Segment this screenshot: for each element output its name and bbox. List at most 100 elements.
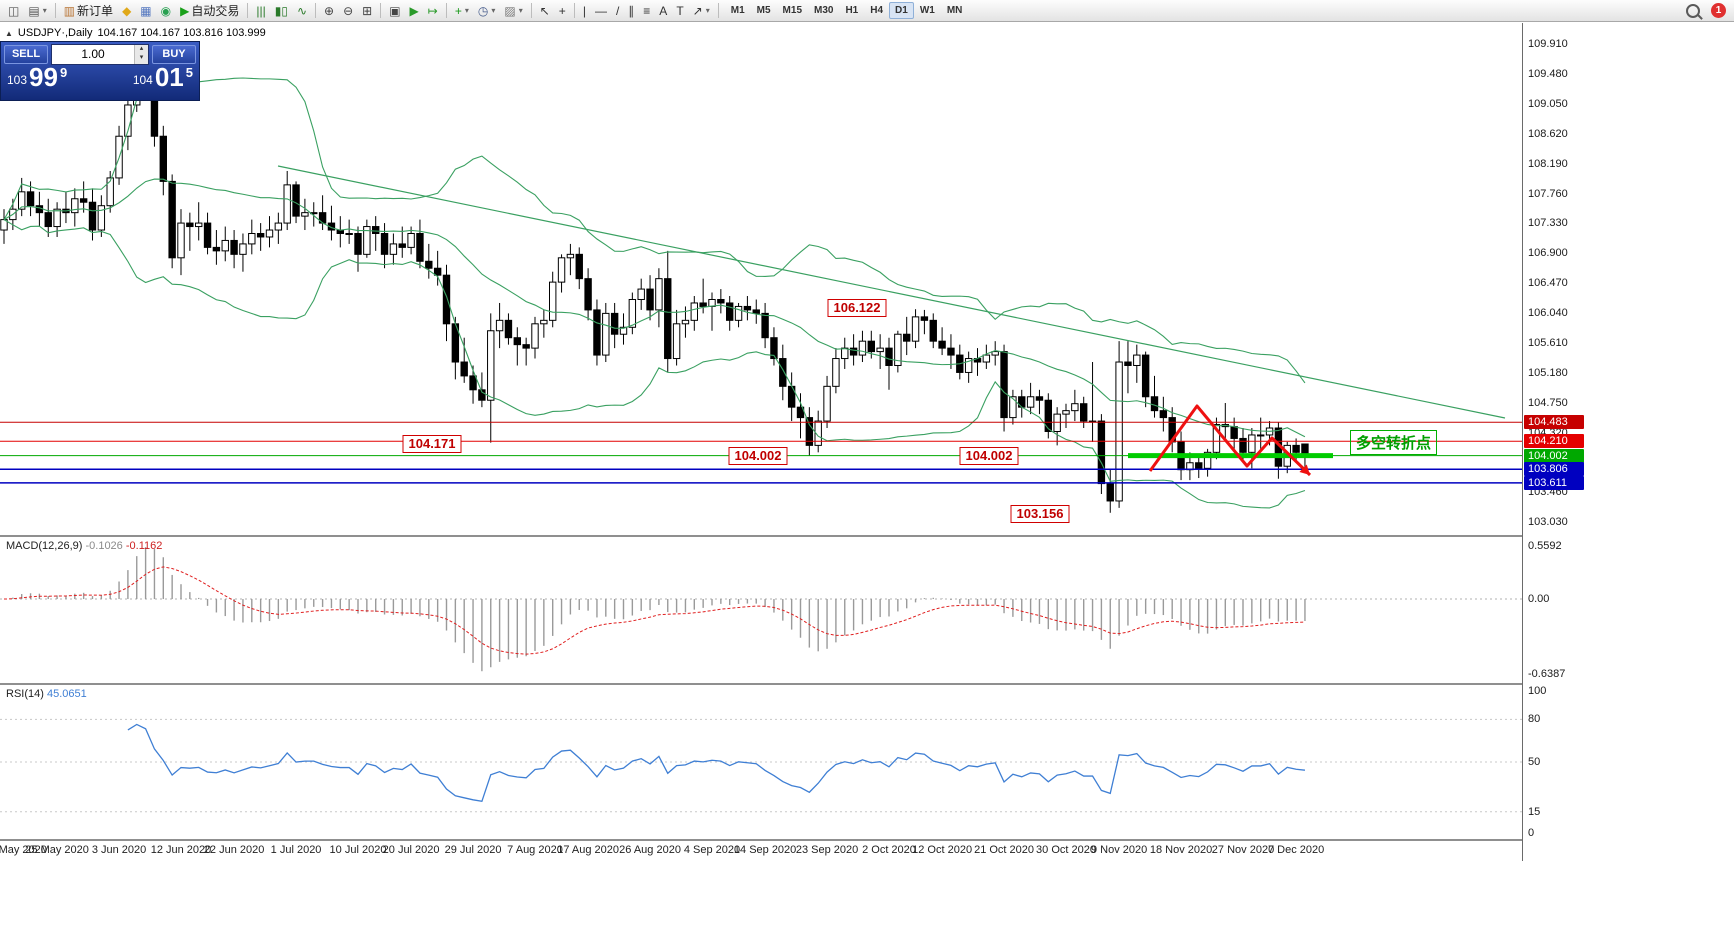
timeframe-w1-button[interactable]: W1 bbox=[919, 5, 935, 16]
timeframe-m1-button[interactable]: M1 bbox=[730, 5, 745, 16]
zigzag-annotation[interactable] bbox=[1148, 404, 1312, 477]
templates-dropdown-icon[interactable]: ▾ bbox=[518, 6, 523, 15]
macd-axis-label: 0.5592 bbox=[1528, 540, 1562, 552]
price-axis-label: 107.760 bbox=[1528, 187, 1568, 200]
candle bbox=[646, 275, 654, 321]
search-icon[interactable] bbox=[1686, 3, 1700, 18]
candle bbox=[956, 344, 964, 380]
price-label-box[interactable]: 106.122 bbox=[827, 299, 887, 317]
volume-input[interactable] bbox=[52, 44, 134, 64]
rsi-panel-canvas[interactable] bbox=[0, 685, 1522, 839]
macd-panel-canvas[interactable] bbox=[0, 537, 1522, 683]
descending-trendline[interactable] bbox=[277, 165, 1506, 419]
candle bbox=[575, 247, 583, 290]
price-axis[interactable]: 109.910 109.480 109.050 108.620 108.190 107.7… bbox=[1522, 23, 1734, 861]
fibonacci-button[interactable]: ≡ bbox=[639, 0, 654, 21]
timeframe-m15-button[interactable]: M15 bbox=[782, 5, 802, 16]
indicators-add-dropdown-icon[interactable]: ▾ bbox=[464, 6, 469, 15]
date-label: 10 Jul 2020 bbox=[329, 844, 387, 856]
volume-down-icon[interactable]: ▾ bbox=[139, 54, 144, 61]
timeframe-d1-button[interactable]: D1 bbox=[889, 2, 914, 19]
profiles-dropdown-icon[interactable]: ▾ bbox=[42, 6, 47, 15]
crosshair-icon: + bbox=[558, 3, 566, 18]
profiles-button[interactable]: ▤ ▾ bbox=[24, 0, 50, 21]
price-tag: 104.210 bbox=[1524, 434, 1584, 449]
price-label-box[interactable]: 104.002 bbox=[959, 447, 1019, 465]
bollinger-lower-band[interactable] bbox=[3, 219, 1306, 509]
text-tool-button[interactable]: A bbox=[655, 0, 671, 21]
timeframe-h4-button[interactable]: H4 bbox=[870, 5, 884, 16]
buy-button[interactable]: BUY bbox=[152, 44, 196, 64]
timeframe-m30-button[interactable]: M30 bbox=[814, 5, 834, 16]
metaeditor-button[interactable]: ◆ bbox=[118, 0, 135, 21]
panel-separator[interactable] bbox=[0, 535, 1734, 537]
candle bbox=[1159, 396, 1168, 432]
date-label: 2 Oct 2020 bbox=[862, 844, 916, 856]
turning-point-note[interactable]: 多空转折点 bbox=[1350, 430, 1438, 455]
candle bbox=[416, 219, 424, 269]
macd-axis-label: -0.6387 bbox=[1528, 668, 1566, 680]
price-label-box[interactable]: 104.002 bbox=[728, 447, 788, 465]
toolbar-separator bbox=[530, 3, 532, 18]
label-tool-button[interactable]: T bbox=[672, 0, 687, 21]
chart-shift-icon: ↦ bbox=[427, 3, 438, 18]
chart-bars-button[interactable]: ||| bbox=[252, 0, 269, 21]
templates-button[interactable]: ▨ ▾ bbox=[500, 0, 526, 21]
periods-dropdown-icon[interactable]: ▾ bbox=[491, 6, 496, 15]
volume-up-icon[interactable]: ▴ bbox=[139, 44, 144, 52]
panel-separator[interactable] bbox=[0, 839, 1734, 841]
timeframe-m5-button[interactable]: M5 bbox=[756, 5, 771, 16]
vertical-line-button[interactable]: | bbox=[579, 0, 590, 21]
autotrading-button[interactable]: ▶ 自动交易 bbox=[176, 0, 243, 21]
buy-price[interactable]: 104 01 5 bbox=[132, 62, 193, 92]
bollinger-upper-band[interactable] bbox=[3, 77, 1306, 384]
equidistant-channel-button[interactable]: ∥ bbox=[624, 0, 638, 21]
zoom-out-button[interactable]: ⊖ bbox=[339, 0, 357, 21]
cursor-button[interactable]: ↖ bbox=[536, 0, 554, 21]
timeframe-mn-button[interactable]: MN bbox=[946, 5, 963, 16]
notification-badge[interactable]: 1 bbox=[1711, 3, 1726, 18]
zoom-in-button[interactable]: ⊕ bbox=[320, 0, 338, 21]
candle bbox=[672, 309, 681, 366]
rsi-line bbox=[127, 723, 1306, 803]
rsi-axis-label: 50 bbox=[1528, 756, 1541, 768]
candle bbox=[327, 205, 336, 241]
bollinger-middle-band[interactable] bbox=[3, 178, 1306, 438]
trendline-tool-button[interactable]: / bbox=[612, 0, 623, 21]
sell-button[interactable]: SELL bbox=[4, 44, 48, 64]
metaquotes-button[interactable]: ◉ bbox=[157, 0, 175, 21]
toolbar-separator bbox=[380, 3, 382, 18]
price-chart-canvas[interactable] bbox=[0, 23, 1522, 535]
indicator-windows-button[interactable]: ⊞ bbox=[358, 0, 376, 21]
arrows-tool-button[interactable]: ↗ ▾ bbox=[689, 0, 714, 21]
chart-candles-button[interactable]: ▮▯ bbox=[271, 0, 292, 21]
new-chart-button[interactable]: ◫ bbox=[4, 0, 23, 21]
price-label-box[interactable]: 103.156 bbox=[1010, 505, 1070, 523]
candle bbox=[345, 219, 353, 244]
candle bbox=[336, 216, 345, 248]
chart-line-button[interactable]: ∿ bbox=[293, 0, 311, 21]
crosshair-button[interactable]: + bbox=[555, 0, 570, 21]
panel-separator[interactable] bbox=[0, 683, 1734, 685]
new-order-button[interactable]: ▥ 新订单 bbox=[60, 0, 117, 21]
price-label-box[interactable]: 104.171 bbox=[402, 435, 462, 453]
arrows-tool-dropdown-icon[interactable]: ▾ bbox=[705, 6, 710, 15]
candle bbox=[318, 195, 327, 231]
rsi-axis-label: 80 bbox=[1528, 713, 1541, 726]
indicators-add-button[interactable]: + ▾ bbox=[451, 0, 473, 21]
horizontal-line-button[interactable]: — bbox=[591, 0, 611, 21]
candle bbox=[513, 327, 521, 366]
sell-price[interactable]: 103 99 9 bbox=[7, 62, 68, 92]
tile-windows-button[interactable]: ▣ bbox=[385, 0, 404, 21]
periods-button[interactable]: ◷ ▾ bbox=[474, 0, 500, 21]
date-label: 30 Oct 2020 bbox=[1036, 844, 1096, 856]
chart-shift-button[interactable]: ↦ bbox=[424, 0, 442, 21]
one-click-collapse-icon[interactable]: ▲ bbox=[5, 28, 13, 38]
timeframe-h1-button[interactable]: H1 bbox=[845, 5, 859, 16]
terminal-button[interactable]: ▦ bbox=[136, 0, 155, 21]
zoom-out-icon: ⊖ bbox=[343, 3, 354, 18]
auto-scroll-button[interactable]: ▶ bbox=[406, 0, 423, 21]
date-label: 22 Jun 2020 bbox=[203, 844, 265, 856]
date-label: 27 Nov 2020 bbox=[1211, 844, 1275, 856]
